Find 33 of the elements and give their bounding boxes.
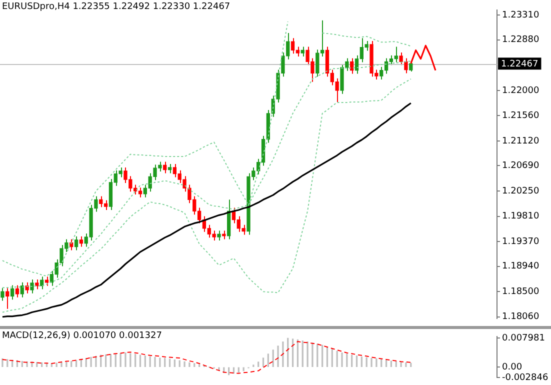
y-tick-label: 1.18500 (502, 286, 540, 297)
y-tick-label: 0.00 (502, 362, 522, 372)
candlestick (10, 284, 14, 300)
candlestick (6, 288, 10, 310)
y-tick-label: 1.19810 (502, 212, 540, 222)
candlestick (25, 282, 29, 294)
y-tick-label: 1.19370 (502, 236, 540, 247)
candlestick (168, 164, 172, 174)
y-tick-label: 0.007981 (502, 333, 545, 344)
y-tick-label: 1.23310 (502, 10, 540, 21)
candlestick (0, 288, 4, 302)
y-tick-label: 1.18940 (502, 262, 540, 272)
candlestick (404, 58, 408, 74)
y-tick-label: -0.002846 (502, 372, 548, 383)
y-tick-label: 1.22880 (502, 35, 540, 46)
y-tick-label: 1.20250 (502, 186, 540, 196)
line-series (2, 341, 412, 374)
candlestick (30, 279, 34, 294)
ref-line-label: 1.22467 (501, 59, 538, 70)
y-tick-label: 1.21120 (502, 136, 540, 146)
chart-title: EURUSDpro,H4 1.22355 1.22492 1.22330 1.22467 (2, 2, 230, 12)
y-tick-label: 1.21560 (502, 111, 540, 122)
candlestick (300, 46, 304, 58)
candlestick (163, 161, 167, 174)
candlestick (399, 52, 403, 66)
chart-title: MACD(12,26,9) 0.001070 0.001327 (2, 331, 162, 341)
candlestick (217, 230, 221, 241)
candlestick (15, 284, 20, 298)
y-tick-label: 1.20690 (502, 161, 540, 172)
candlestick (74, 236, 78, 251)
y-tick-label: 1.18060 (502, 312, 540, 322)
candlestick (79, 236, 84, 248)
y-tick-label: 1.22000 (502, 86, 540, 96)
